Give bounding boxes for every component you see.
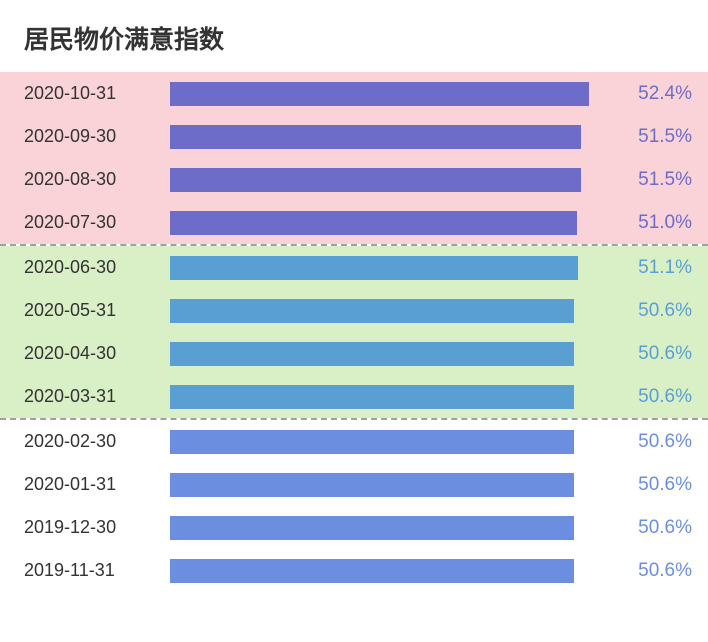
date-label: 2020-09-30 xyxy=(24,126,164,147)
chart-row: 2020-01-31 50.6% xyxy=(0,463,708,506)
bar-track xyxy=(170,332,620,375)
value-label: 50.6% xyxy=(620,343,692,365)
date-label: 2019-11-31 xyxy=(24,560,164,581)
chart-row: 2020-02-30 50.6% xyxy=(0,420,708,463)
chart-title: 居民物价满意指数 xyxy=(0,0,708,72)
value-label: 50.6% xyxy=(620,560,692,582)
date-label: 2020-10-31 xyxy=(24,83,164,104)
date-label: 2019-12-30 xyxy=(24,517,164,538)
date-label: 2020-08-30 xyxy=(24,169,164,190)
bar xyxy=(170,211,577,235)
date-label: 2020-03-31 xyxy=(24,386,164,407)
chart-row: 2020-10-31 52.4% xyxy=(0,72,708,115)
chart-row: 2020-08-30 51.5% xyxy=(0,158,708,201)
bar-track xyxy=(170,420,620,463)
date-label: 2020-06-30 xyxy=(24,257,164,278)
chart-group: 2020-02-3050.6%2020-01-3150.6%2019-12-30… xyxy=(0,420,708,592)
value-label: 51.5% xyxy=(620,169,692,191)
bar xyxy=(170,82,589,106)
value-label: 50.6% xyxy=(620,517,692,539)
bar-track xyxy=(170,246,620,289)
bar xyxy=(170,473,574,497)
date-label: 2020-02-30 xyxy=(24,431,164,452)
bar xyxy=(170,168,581,192)
bar xyxy=(170,430,574,454)
chart-row: 2019-11-31 50.6% xyxy=(0,549,708,592)
value-label: 50.6% xyxy=(620,431,692,453)
date-label: 2020-01-31 xyxy=(24,474,164,495)
bar-track xyxy=(170,115,620,158)
chart-row: 2020-09-30 51.5% xyxy=(0,115,708,158)
bar-track xyxy=(170,289,620,332)
value-label: 51.5% xyxy=(620,126,692,148)
date-label: 2020-04-30 xyxy=(24,343,164,364)
chart-row: 2019-12-30 50.6% xyxy=(0,506,708,549)
value-label: 51.0% xyxy=(620,212,692,234)
bar-track xyxy=(170,506,620,549)
bar-track xyxy=(170,463,620,506)
bar-track xyxy=(170,201,620,244)
value-label: 50.6% xyxy=(620,386,692,408)
bar xyxy=(170,299,574,323)
bar-track xyxy=(170,72,620,115)
chart-row: 2020-04-30 50.6% xyxy=(0,332,708,375)
bar xyxy=(170,256,578,280)
bar-track xyxy=(170,375,620,418)
value-label: 50.6% xyxy=(620,474,692,496)
bar-track xyxy=(170,549,620,592)
chart-group: 2020-10-3152.4%2020-09-3051.5%2020-08-30… xyxy=(0,72,708,244)
bar xyxy=(170,125,581,149)
bar-track xyxy=(170,158,620,201)
chart-row: 2020-03-31 50.6% xyxy=(0,375,708,418)
bar xyxy=(170,559,574,583)
date-label: 2020-07-30 xyxy=(24,212,164,233)
bar xyxy=(170,385,574,409)
chart-row: 2020-06-30 51.1% xyxy=(0,246,708,289)
value-label: 51.1% xyxy=(620,257,692,279)
chart-group: 2020-06-3051.1%2020-05-3150.6%2020-04-30… xyxy=(0,246,708,418)
bar xyxy=(170,516,574,540)
value-label: 52.4% xyxy=(620,83,692,105)
bar xyxy=(170,342,574,366)
chart-row: 2020-07-30 51.0% xyxy=(0,201,708,244)
chart-groups: 2020-10-3152.4%2020-09-3051.5%2020-08-30… xyxy=(0,72,708,592)
chart-row: 2020-05-31 50.6% xyxy=(0,289,708,332)
satisfaction-index-chart: 居民物价满意指数 2020-10-3152.4%2020-09-3051.5%2… xyxy=(0,0,708,642)
date-label: 2020-05-31 xyxy=(24,300,164,321)
value-label: 50.6% xyxy=(620,300,692,322)
